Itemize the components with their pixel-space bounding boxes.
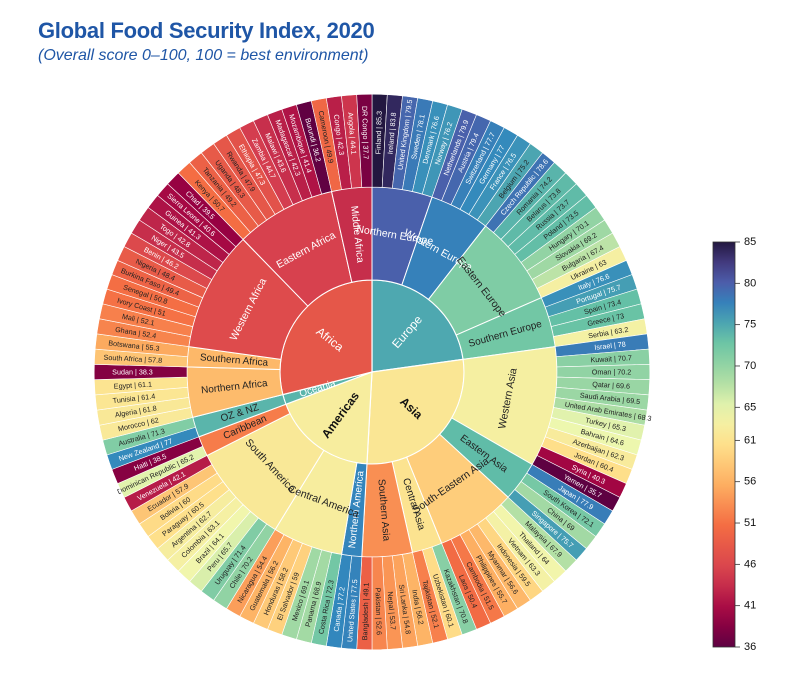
continent-ring xyxy=(279,279,465,465)
colorbar-tick-label-41: 41 xyxy=(744,600,756,612)
colorbar: 36 41 46 51 56 61 65 70 75 80 85 xyxy=(712,236,756,653)
country-label-dr-congo: DR Congo | 37.7 xyxy=(360,106,370,160)
country-label-israel: Israel | 78 xyxy=(594,339,626,351)
colorbar-gradient xyxy=(712,241,736,648)
country-label-nepal: Nepal | 53.7 xyxy=(386,591,398,630)
page-title: Global Food Security Index, 2020 xyxy=(38,18,375,43)
page-subtitle: (Overall score 0–100, 100 = best environ… xyxy=(38,47,369,64)
country-label-bangladesh: Bangladesh | 49.1 xyxy=(360,582,371,640)
country-label-angola: Angola | 44.1 xyxy=(346,112,358,155)
colorbar-tick-label-36: 36 xyxy=(744,641,756,653)
colorbar-tick-label-80: 80 xyxy=(744,277,756,289)
country-label-south-africa: South Africa | 57.8 xyxy=(103,353,162,365)
country-label-ireland: Ireland | 83.8 xyxy=(386,112,398,154)
colorbar-tick-label-85: 85 xyxy=(744,236,756,248)
country-label-egypt: Egypt | 61.1 xyxy=(114,380,153,391)
country-label-kuwait: Kuwait | 70.7 xyxy=(590,353,632,364)
colorbar-tick-label-70: 70 xyxy=(744,360,756,372)
colorbar-tick-label-61: 61 xyxy=(744,434,756,446)
country-label-finland: Finland | 85.3 xyxy=(374,111,384,155)
country-label-qatar: Qatar | 69.6 xyxy=(592,380,630,391)
colorbar-tick-label-75: 75 xyxy=(744,319,756,331)
colorbar-tick-label-56: 56 xyxy=(744,476,756,488)
country-label-sudan: Sudan | 38.3 xyxy=(112,368,153,377)
region-ring xyxy=(186,186,558,558)
colorbar-tick-label-46: 46 xyxy=(744,558,756,570)
colorbar-tick-label-51: 51 xyxy=(744,517,756,529)
colorbar-tick-label-65: 65 xyxy=(744,401,756,413)
outer-ring-outline xyxy=(93,93,651,651)
country-label-oman: Oman | 70.2 xyxy=(592,368,631,377)
country-label-pakistan: Pakistan | 52.6 xyxy=(373,588,383,636)
region-label-southern-asia: Southern Asia xyxy=(375,479,391,542)
